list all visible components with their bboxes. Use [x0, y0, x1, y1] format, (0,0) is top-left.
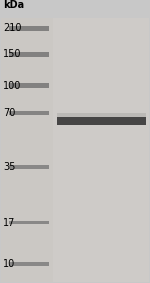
Text: 35: 35: [3, 162, 15, 172]
Text: 10: 10: [3, 259, 15, 269]
Text: 70: 70: [3, 108, 15, 118]
FancyBboxPatch shape: [9, 221, 48, 224]
FancyBboxPatch shape: [9, 165, 48, 169]
FancyBboxPatch shape: [9, 111, 48, 115]
FancyBboxPatch shape: [9, 83, 48, 88]
FancyBboxPatch shape: [57, 117, 146, 125]
FancyBboxPatch shape: [9, 52, 48, 57]
FancyBboxPatch shape: [1, 18, 149, 282]
FancyBboxPatch shape: [9, 26, 48, 31]
FancyBboxPatch shape: [57, 113, 146, 117]
FancyBboxPatch shape: [53, 18, 149, 282]
Text: 100: 100: [3, 81, 21, 91]
Text: 210: 210: [3, 23, 21, 33]
Text: kDa: kDa: [3, 0, 24, 10]
Text: 17: 17: [3, 218, 15, 228]
FancyBboxPatch shape: [9, 262, 48, 265]
Text: 150: 150: [3, 49, 21, 59]
